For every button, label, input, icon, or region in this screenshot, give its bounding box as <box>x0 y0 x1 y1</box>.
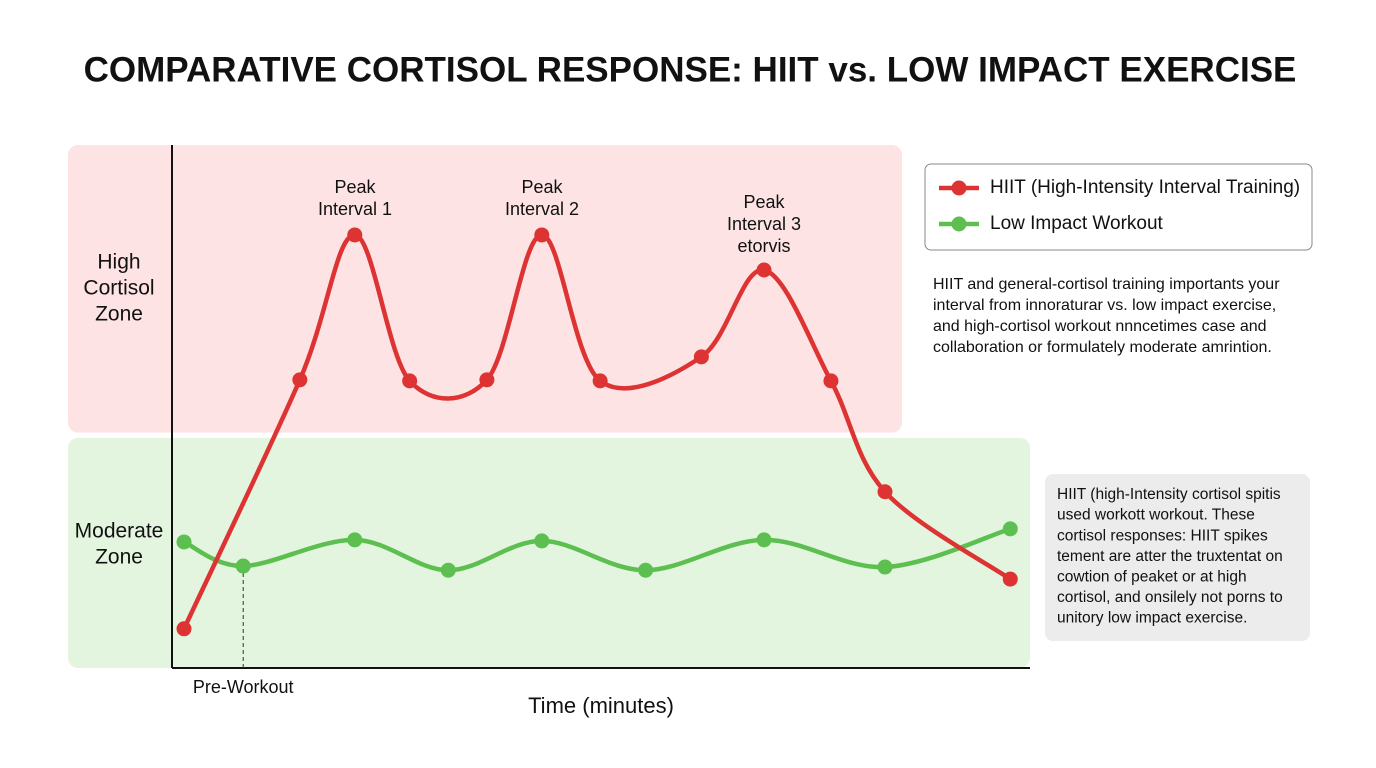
annotation: Peak <box>334 177 376 197</box>
data-point <box>534 533 550 549</box>
annotation: Interval 1 <box>318 199 392 219</box>
zone <box>68 145 902 433</box>
annotation: Interval 3 <box>727 214 801 234</box>
data-point <box>176 534 192 550</box>
data-point <box>479 372 495 388</box>
data-point <box>638 562 654 578</box>
note-text: cortisol, and onsilely not porns to <box>1057 589 1283 606</box>
data-point <box>823 373 839 389</box>
zone-label: Zone <box>95 303 143 326</box>
data-point <box>756 532 772 548</box>
data-point <box>534 227 550 243</box>
zone-label: Cortisol <box>83 277 154 300</box>
x-tick-label: Pre-Workout <box>193 677 294 697</box>
note-text: used workott workout. These <box>1057 507 1255 524</box>
legend-box <box>924 163 1313 251</box>
series-line <box>183 526 1011 573</box>
data-point <box>176 621 192 637</box>
note-text: cowtion of peaket or at high <box>1057 568 1247 585</box>
data-point <box>440 562 456 578</box>
note-text: HIIT (high-Intensity cortisol spitis <box>1057 486 1281 503</box>
data-point <box>877 484 893 500</box>
annotation: Peak <box>521 177 563 197</box>
zone-label: Moderate <box>75 520 164 543</box>
legend-label: HIIT (High-Intensity Interval Training) <box>990 177 1300 198</box>
legend-marker <box>951 180 967 196</box>
annotation: Peak <box>743 192 785 212</box>
x-axis-title: Time (minutes) <box>528 693 674 718</box>
data-point <box>756 262 772 278</box>
data-point <box>592 373 608 389</box>
zone <box>68 437 1030 668</box>
note-text: cortisol responses: HIIT spikes <box>1057 527 1268 544</box>
data-point <box>347 227 363 243</box>
legend-label: Low Impact Workout <box>990 213 1164 234</box>
note-text: interval from innoraturar vs. low impact… <box>933 297 1276 314</box>
annotation: Interval 2 <box>505 199 579 219</box>
zone-label: Zone <box>95 546 143 569</box>
note-text: unitory low impact exercise. <box>1057 610 1247 627</box>
note-text: and high-cortisol workout nnncetimes cas… <box>933 318 1267 335</box>
annotation: etorvis <box>737 236 790 256</box>
note-text: HIIT and general-cortisol training impor… <box>933 276 1280 293</box>
data-point <box>1002 571 1018 587</box>
note-text: tement are atter the truxtentat on <box>1057 548 1283 565</box>
data-point <box>402 373 418 389</box>
note-text: collaboration or formulately moderate am… <box>933 339 1272 356</box>
data-point <box>292 372 308 388</box>
data-point <box>347 532 363 548</box>
note-box <box>1045 474 1310 641</box>
data-point <box>877 559 893 575</box>
chart-title: COMPARATIVE CORTISOL RESPONSE: HIIT vs. … <box>84 50 1297 89</box>
data-point <box>235 558 251 574</box>
data-point <box>1002 521 1018 537</box>
data-point <box>693 349 709 365</box>
legend-marker <box>951 216 967 232</box>
zone-label: High <box>97 251 140 274</box>
